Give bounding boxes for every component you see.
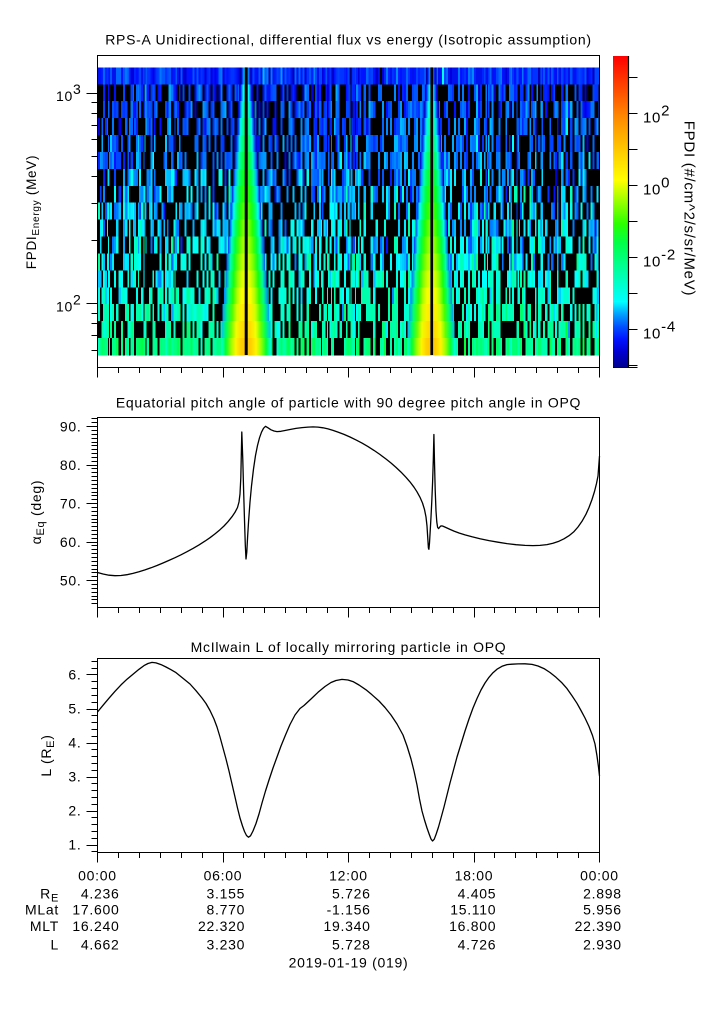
svg-text:L: L <box>50 936 59 952</box>
svg-text:RPS-A Unidirectional, differen: RPS-A Unidirectional, differential flux … <box>105 32 592 48</box>
svg-text:16.240: 16.240 <box>72 918 119 934</box>
svg-text:50.: 50. <box>60 572 82 588</box>
svg-text:4.: 4. <box>68 735 81 751</box>
svg-text:00:00: 00:00 <box>580 868 619 884</box>
svg-text:15.110: 15.110 <box>450 902 496 918</box>
svg-text:5.728: 5.728 <box>332 936 371 952</box>
svg-text:80.: 80. <box>60 457 82 473</box>
svg-text:2019-01-19 (019): 2019-01-19 (019) <box>289 955 409 971</box>
svg-text:12:00: 12:00 <box>329 868 368 884</box>
svg-text:MLT: MLT <box>30 918 59 934</box>
svg-text:3.155: 3.155 <box>207 886 246 902</box>
svg-text:06:00: 06:00 <box>204 868 243 884</box>
svg-text:2.: 2. <box>68 803 81 819</box>
svg-text:1.: 1. <box>68 837 81 853</box>
svg-text:2.898: 2.898 <box>583 886 622 902</box>
svg-text:5.726: 5.726 <box>332 886 371 902</box>
svg-text:16.800: 16.800 <box>449 918 496 934</box>
svg-text:70.: 70. <box>60 495 82 511</box>
svg-text:6.: 6. <box>68 667 81 683</box>
svg-text:18:00: 18:00 <box>455 868 494 884</box>
svg-text:4.726: 4.726 <box>458 936 497 952</box>
svg-text:FPDIEnergy (MeV): FPDIEnergy (MeV) <box>24 155 42 269</box>
svg-text:5.956: 5.956 <box>583 902 622 918</box>
svg-text:4.662: 4.662 <box>81 936 120 952</box>
svg-text:00:00: 00:00 <box>78 868 117 884</box>
svg-text:8.770: 8.770 <box>207 902 246 918</box>
svg-text:-1.156: -1.156 <box>327 902 371 918</box>
svg-text:Equatorial pitch angle of part: Equatorial pitch angle of particle with … <box>116 395 581 411</box>
svg-text:19.340: 19.340 <box>324 918 371 934</box>
svg-text:MLat: MLat <box>25 902 59 918</box>
svg-text:22.390: 22.390 <box>575 918 622 934</box>
svg-text:22.320: 22.320 <box>198 918 245 934</box>
svg-text:60.: 60. <box>60 534 82 550</box>
svg-text:2.930: 2.930 <box>583 936 622 952</box>
svg-text:4.236: 4.236 <box>81 886 120 902</box>
svg-text:4.405: 4.405 <box>458 886 497 902</box>
svg-text:17.600: 17.600 <box>72 902 119 918</box>
svg-text:90.: 90. <box>60 418 82 434</box>
svg-text:FPDI (#/cm^2/s/sr/MeV): FPDI (#/cm^2/s/sr/MeV) <box>681 121 698 296</box>
svg-text:5.: 5. <box>68 701 81 717</box>
svg-text:McIlwain L of locally mirrorin: McIlwain L of locally mirroring particle… <box>191 639 507 655</box>
svg-text:3.230: 3.230 <box>207 936 246 952</box>
svg-text:3.: 3. <box>68 769 81 785</box>
